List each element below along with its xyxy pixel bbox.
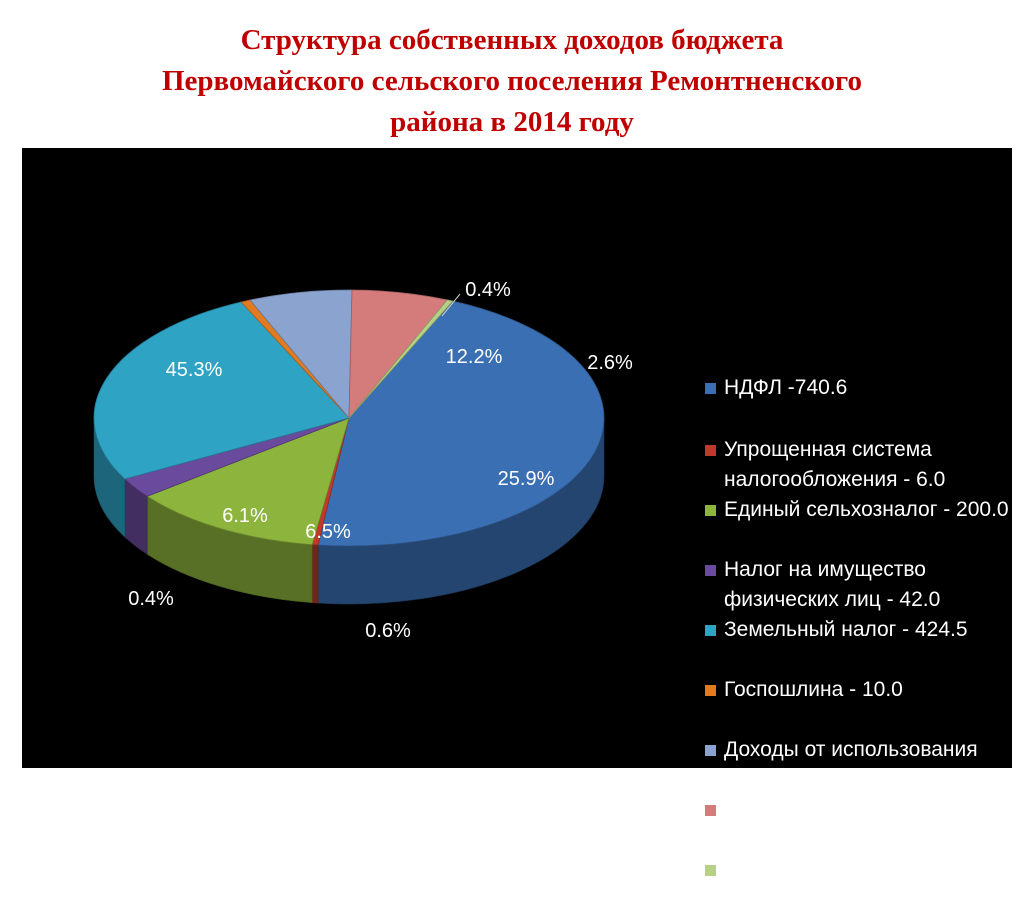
title-line-3: района в 2014 году [390,106,634,138]
legend-swatch-2 [705,505,716,516]
legend-swatch-1 [705,445,716,456]
pie-slice-2 [146,417,350,546]
legend-swatch-8 [705,865,716,876]
pie-side-1 [311,544,319,604]
pie-label-3: 2.6% [587,352,633,374]
pie-labels: 45.3% 0.4% 12.2% 2.6% 25.9% 0.6% 6.5% 6.1% 0.4% [128,279,633,642]
pie-chart: 45.3% 0.4% 12.2% 2.6% 25.9% 0.6% 6.5% 6.1% 0.4% [93,279,633,642]
title-line-2: Первомайского сельского поселения Ремонт… [162,65,862,97]
pie-top-faces [93,289,605,547]
pie-slice-0 [317,300,605,547]
legend-label-6: Доходы от использования имущества - 106.… [724,738,978,791]
legend-swatch-0 [705,383,716,394]
pie-label-2: 12.2% [446,346,503,368]
legend-label-4: Земельный налог - 424.5 [724,618,968,641]
legend-label-1: Упрощенная система налогообложения - 6.0 [724,438,946,491]
pie-slice-4 [93,301,350,480]
legend-label-5: Госпошлина - 10.0 [724,678,903,701]
title-line-1: Структура собственных доходов бюджета [240,24,784,56]
leader-line-usn [441,293,461,317]
legend-label-3: Налог на имущество физических лиц - 42.0 [724,558,941,611]
pie-label-6: 6.5% [305,521,351,543]
legend-swatch-3 [705,565,716,576]
legend-label-0: НДФЛ -740.6 [724,376,848,399]
pie-slice-8 [348,299,454,419]
legend-label-7: Прочие неналоговые доходы - 100.0 [724,798,1021,851]
pie-label-5: 0.6% [365,620,411,642]
pie-label-8: 0.4% [128,588,174,610]
legend-swatch-4 [705,625,716,636]
pie-label-1: 0.4% [465,279,511,301]
legend-swatch-7 [705,805,716,816]
legend-swatch-6 [705,745,716,756]
pie-label-7: 6.1% [222,505,268,527]
legend-label-8: Штрафы, санкции, возмещение ущерба - 6.0 [724,858,974,911]
pie-label-4: 25.9% [498,468,555,490]
pie-side-walls [93,417,605,605]
legend-label-2: Единый сельхозналог - 200.0 [724,498,1009,521]
slide-title: Структура собственных доходов бюджета Пе… [0,20,1024,143]
legend-swatch-5 [705,685,716,696]
chart-area: 45.3% 0.4% 12.2% 2.6% 25.9% 0.6% 6.5% 6.1% 0.4% … [22,148,1021,911]
pie-label-0: 45.3% [166,359,223,381]
